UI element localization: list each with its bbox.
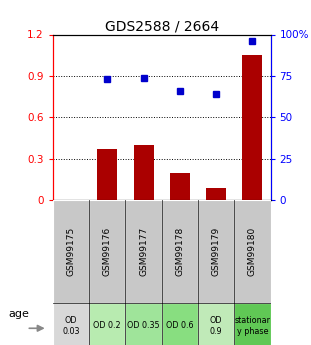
Text: OD
0.03: OD 0.03	[62, 316, 80, 336]
Title: GDS2588 / 2664: GDS2588 / 2664	[105, 19, 219, 33]
Bar	[97, 149, 117, 200]
Bar	[234, 200, 271, 303]
Bar	[53, 303, 89, 345]
Text: GSM99175: GSM99175	[67, 227, 76, 276]
Bar	[89, 303, 125, 345]
Bar	[206, 188, 226, 200]
Bar	[162, 200, 198, 303]
Text: GSM99178: GSM99178	[175, 227, 184, 276]
Text: age: age	[8, 309, 29, 319]
Bar	[243, 55, 262, 200]
Text: GSM99180: GSM99180	[248, 227, 257, 276]
Text: OD
0.9: OD 0.9	[210, 316, 222, 336]
Text: GSM99179: GSM99179	[212, 227, 220, 276]
Text: OD 0.6: OD 0.6	[166, 322, 194, 331]
Bar	[162, 303, 198, 345]
Text: GSM99177: GSM99177	[139, 227, 148, 276]
Bar	[198, 303, 234, 345]
Text: GSM99176: GSM99176	[103, 227, 112, 276]
Text: OD 0.2: OD 0.2	[94, 322, 121, 331]
Bar	[134, 145, 154, 200]
Text: OD 0.35: OD 0.35	[127, 322, 160, 331]
Bar	[53, 200, 89, 303]
Bar	[234, 303, 271, 345]
Bar	[198, 200, 234, 303]
Bar	[170, 172, 190, 200]
Text: stationar
y phase: stationar y phase	[234, 316, 271, 336]
Bar	[125, 303, 162, 345]
Bar	[125, 200, 162, 303]
Bar	[89, 200, 125, 303]
